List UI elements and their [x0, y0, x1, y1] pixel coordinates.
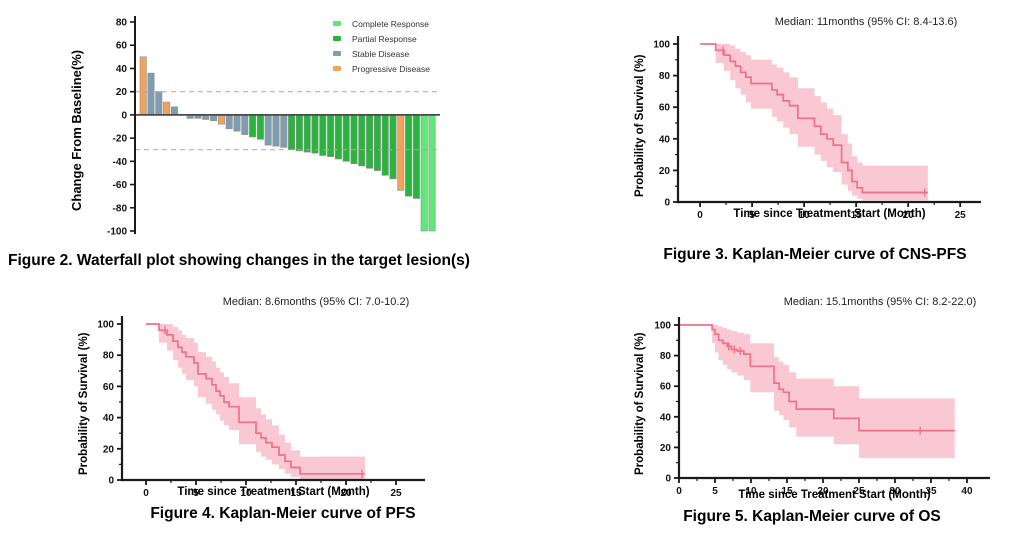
- svg-text:0: 0: [665, 474, 671, 485]
- svg-text:60: 60: [659, 103, 671, 114]
- svg-text:25: 25: [955, 210, 967, 221]
- legend-label: Complete Response: [352, 18, 430, 29]
- pfs-title: Median: 8.6months (95% CI: 7.0-10.2): [222, 296, 410, 308]
- svg-text:100: 100: [97, 320, 114, 331]
- svg-text:20: 20: [340, 488, 352, 499]
- svg-text:15: 15: [290, 488, 302, 499]
- svg-text:20: 20: [103, 444, 115, 455]
- svg-text:25: 25: [390, 488, 402, 499]
- complete-response-swatch: [333, 21, 341, 26]
- svg-text:40: 40: [659, 134, 671, 145]
- svg-text:80: 80: [116, 18, 128, 29]
- svg-text:80: 80: [103, 351, 115, 362]
- os-plot-svg: 0 5 10 15 20 25 30 35 40 0 20 40 60 80 100: [654, 317, 990, 497]
- svg-text:15: 15: [781, 486, 793, 497]
- svg-text:35: 35: [925, 486, 937, 497]
- svg-text:40: 40: [116, 64, 128, 75]
- svg-text:-80: -80: [113, 203, 128, 214]
- svg-text:-100: -100: [107, 227, 127, 238]
- svg-text:20: 20: [116, 87, 128, 98]
- svg-text:0: 0: [697, 210, 703, 221]
- waterfall-legend: Complete Response Partial Response Stabl…: [333, 16, 430, 76]
- svg-text:5: 5: [712, 486, 718, 497]
- legend-label: Partial Response: [352, 33, 417, 44]
- svg-text:25: 25: [853, 486, 865, 497]
- svg-text:10: 10: [799, 210, 811, 221]
- svg-text:20: 20: [817, 486, 829, 497]
- progressive-disease-swatch: [333, 66, 341, 71]
- svg-text:20: 20: [903, 210, 915, 221]
- svg-text:40: 40: [961, 486, 973, 497]
- svg-text:60: 60: [660, 382, 672, 393]
- svg-text:0: 0: [108, 476, 114, 487]
- svg-text:40: 40: [660, 412, 672, 423]
- svg-text:0: 0: [143, 488, 149, 499]
- svg-text:60: 60: [116, 41, 128, 52]
- svg-text:100: 100: [653, 40, 670, 51]
- figure-4-pfs: Median: 8.6months (95% CI: 7.0-10.2) Pro…: [60, 290, 480, 505]
- svg-text:0: 0: [664, 198, 670, 209]
- svg-text:20: 20: [660, 443, 672, 454]
- svg-text:60: 60: [103, 382, 115, 393]
- svg-text:0: 0: [121, 110, 127, 121]
- legend-item-stable-disease: Stable Disease: [333, 46, 430, 61]
- figure-3-cns-pfs: Median: 11months (95% CI: 8.4-13.6) Prob…: [606, 10, 1026, 242]
- svg-text:20: 20: [659, 166, 671, 177]
- cns-pfs-title: Median: 11months (95% CI: 8.4-13.6): [774, 16, 958, 28]
- stable-disease-swatch: [333, 51, 341, 56]
- waterfall-plot-svg: 80 60 40 20 0 -20 -40 -60 -80 -100: [107, 16, 440, 238]
- legend-item-complete-response: Complete Response: [333, 16, 430, 31]
- pfs-x-axis-label: Time since Treatment Start (Month): [177, 486, 370, 498]
- svg-text:15: 15: [851, 210, 863, 221]
- os-y-axis-label: Probability of Survival (%): [634, 332, 646, 476]
- svg-text:0: 0: [676, 486, 682, 497]
- figure-4-caption: Figure 4. Kaplan-Meier curve of PFS: [150, 505, 416, 522]
- legend-item-partial-response: Partial Response: [333, 31, 430, 46]
- figure-3-caption: Figure 3. Kaplan-Meier curve of CNS-PFS: [663, 246, 967, 263]
- svg-text:40: 40: [103, 413, 115, 424]
- waterfall-y-axis-label: Change From Baseline(%): [69, 49, 84, 211]
- svg-text:30: 30: [889, 486, 901, 497]
- svg-text:100: 100: [654, 321, 671, 332]
- svg-text:80: 80: [659, 71, 671, 82]
- figure-2-waterfall: Change From Baseline(%) 80 60 40 20 0 -20 -40 -…: [55, 6, 525, 248]
- svg-text:5: 5: [749, 210, 755, 221]
- legend-label: Progressive Disease: [352, 63, 430, 74]
- pfs-plot-svg: 0 5 10 15 20 25 0 20 40 60 80 100: [97, 316, 425, 499]
- cns-pfs-x-axis-label: Time since Treatment Start (Month): [733, 208, 926, 220]
- svg-text:-20: -20: [113, 134, 128, 145]
- svg-text:10: 10: [240, 488, 252, 499]
- svg-text:-60: -60: [113, 180, 128, 191]
- svg-text:-40: -40: [113, 157, 128, 168]
- partial-response-swatch: [333, 36, 341, 41]
- legend-item-progressive-disease: Progressive Disease: [333, 61, 430, 76]
- figure-2-caption: Figure 2. Waterfall plot showing changes…: [8, 252, 470, 269]
- legend-label: Stable Disease: [352, 48, 410, 59]
- figure-5-caption: Figure 5. Kaplan-Meier curve of OS: [683, 508, 941, 525]
- cns-pfs-plot-svg: 0 5 10 15 20 25 0 20 40 60 80 100: [653, 36, 981, 221]
- os-x-axis-label: Time since Treatment Start (Month): [738, 489, 931, 501]
- cns-pfs-y-axis-label: Probability of Survival (%): [634, 54, 646, 198]
- svg-text:80: 80: [660, 351, 672, 362]
- svg-text:5: 5: [193, 488, 199, 499]
- figure-5-os: Median: 15.1months (95% CI: 8.2-22.0) Pr…: [600, 290, 1030, 508]
- os-title: Median: 15.1months (95% CI: 8.2-22.0): [783, 296, 977, 308]
- pfs-y-axis-label: Probability of Survival (%): [78, 332, 90, 476]
- svg-text:10: 10: [745, 486, 757, 497]
